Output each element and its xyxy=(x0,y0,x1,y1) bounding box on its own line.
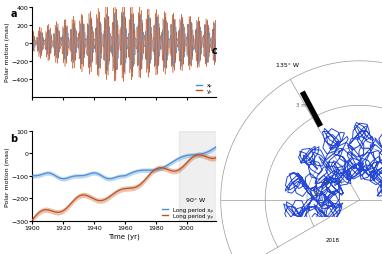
Y-axis label: Polar motion (mas): Polar motion (mas) xyxy=(5,147,10,206)
Text: a: a xyxy=(10,9,17,19)
Text: $y_p$: $y_p$ xyxy=(318,202,327,212)
Legend: xₚ, yₚ: xₚ, yₚ xyxy=(195,83,213,94)
Text: 90° W: 90° W xyxy=(186,198,206,202)
Text: c: c xyxy=(212,46,218,56)
Legend: Long period xₚ, Long period yₚ: Long period xₚ, Long period yₚ xyxy=(161,206,213,218)
Text: b: b xyxy=(10,133,18,143)
Text: 3 m: 3 m xyxy=(296,103,306,108)
Y-axis label: Polar motion (mas): Polar motion (mas) xyxy=(5,23,10,82)
Text: 2018: 2018 xyxy=(325,237,340,242)
Text: $x_p$: $x_p$ xyxy=(337,178,346,187)
X-axis label: Time (yr): Time (yr) xyxy=(108,233,140,239)
Bar xyxy=(179,131,216,221)
Text: 135° W: 135° W xyxy=(276,63,299,68)
